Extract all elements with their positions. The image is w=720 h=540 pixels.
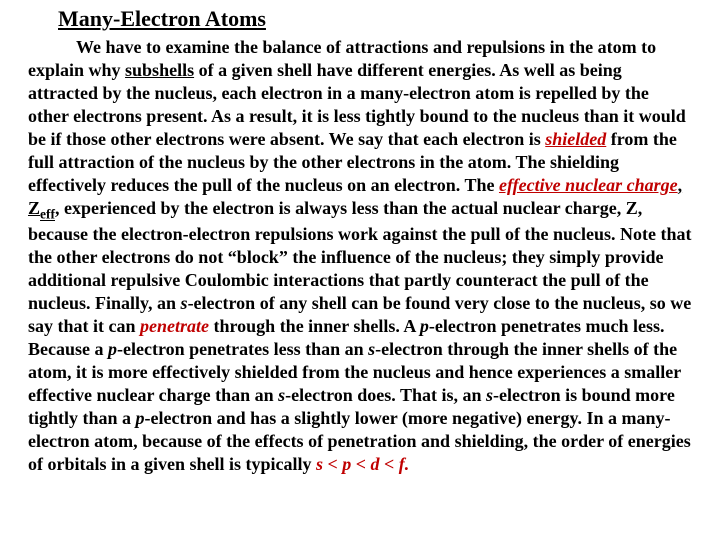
- term-subshells: subshells: [125, 60, 194, 80]
- page-title: Many-Electron Atoms: [58, 6, 692, 32]
- orbital-p: p: [136, 408, 145, 428]
- body-paragraph: We have to examine the balance of attrac…: [28, 36, 692, 476]
- orbital-s: s: [486, 385, 493, 405]
- subscript-eff: eff: [40, 207, 55, 222]
- orbital-p: p: [108, 339, 117, 359]
- orbital-s: s: [181, 293, 188, 313]
- text-run: ,: [678, 175, 683, 195]
- document-page: Many-Electron Atoms We have to examine t…: [0, 0, 720, 486]
- orbital-p: p: [420, 316, 429, 336]
- symbol-z: Z: [28, 198, 40, 218]
- text-run: -electron does. That is, an: [285, 385, 486, 405]
- text-run: through the inner shells. A: [209, 316, 420, 336]
- term-shielded: shielded: [545, 129, 606, 149]
- orbital-order: s < p < d < f.: [316, 454, 409, 474]
- term-penetrate: penetrate: [140, 316, 209, 336]
- term-effective-nuclear-charge: effective nuclear charge: [499, 175, 678, 195]
- text-run: -electron penetrates less than an: [117, 339, 368, 359]
